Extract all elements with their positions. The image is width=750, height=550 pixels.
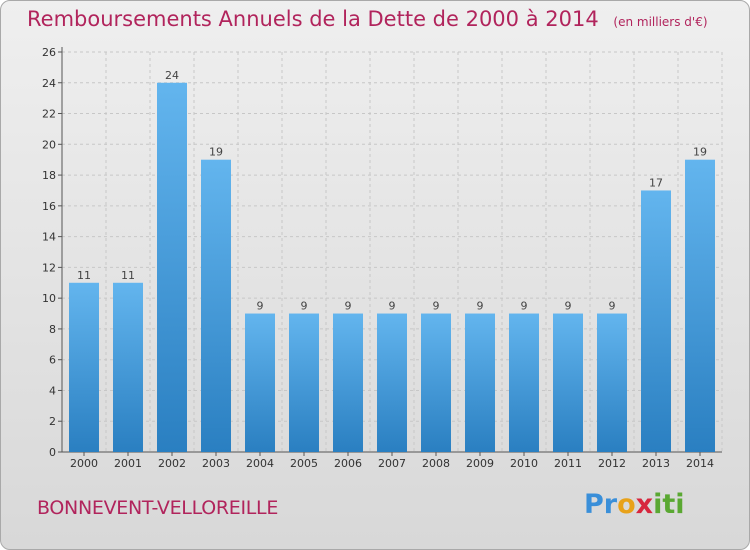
bar [465,313,495,452]
x-tick-label: 2003 [202,457,230,470]
proxiti-logo: Proxiti [584,489,685,520]
bar-value-label: 9 [521,300,528,313]
x-tick-label: 2009 [466,457,494,470]
bar [245,313,275,452]
bar-value-label: 17 [649,176,663,189]
y-tick-label: 14 [42,231,56,244]
y-tick-label: 16 [42,200,56,213]
x-tick-label: 2010 [510,457,538,470]
bar-value-label: 19 [693,146,707,159]
y-tick-label: 0 [49,446,56,459]
x-tick-label: 2008 [422,457,450,470]
x-tick-label: 2013 [642,457,670,470]
bar-value-label: 11 [121,269,135,282]
bar [421,313,451,452]
y-tick-label: 22 [42,108,56,121]
y-tick-label: 20 [42,138,56,151]
bar [553,313,583,452]
bar [289,313,319,452]
y-tick-label: 18 [42,169,56,182]
x-tick-label: 2014 [686,457,714,470]
bar [685,159,715,452]
bar [201,159,231,452]
y-tick-label: 6 [49,354,56,367]
bar-value-label: 11 [77,269,91,282]
bar [641,190,671,452]
bar [597,313,627,452]
x-tick-label: 2001 [114,457,142,470]
x-tick-label: 2002 [158,457,186,470]
x-tick-label: 2007 [378,457,406,470]
y-tick-label: 26 [42,46,56,59]
bar-value-label: 9 [433,300,440,313]
x-tick-label: 2004 [246,457,274,470]
x-tick-label: 2011 [554,457,582,470]
bar [157,82,187,453]
bar-value-label: 19 [209,146,223,159]
bar [69,282,99,452]
bar [113,282,143,452]
x-tick-label: 2000 [70,457,98,470]
bars: 11 11 24 19 9 9 9 9 9 9 9 9 9 17 19 [69,69,715,453]
bar-value-label: 9 [301,300,308,313]
bar-value-label: 9 [345,300,352,313]
chart-title: Remboursements Annuels de la Dette de 20… [27,7,708,31]
bar-value-label: 9 [565,300,572,313]
y-tick-label: 8 [49,323,56,336]
bar-value-label: 9 [609,300,616,313]
x-tick-label: 2005 [290,457,318,470]
x-tick-label: 2006 [334,457,362,470]
city-name: BONNEVENT-VELLOREILLE [37,497,279,519]
bar-value-label: 9 [257,300,264,313]
bar-value-label: 9 [477,300,484,313]
bar [377,313,407,452]
bar [333,313,363,452]
x-tick-label: 2012 [598,457,626,470]
bar-value-label: 9 [389,300,396,313]
bar [509,313,539,452]
bar-value-label: 24 [165,69,179,82]
chart-title-text: Remboursements Annuels de la Dette de 20… [27,7,599,31]
y-tick-label: 24 [42,77,56,90]
y-tick-label: 2 [49,415,56,428]
y-tick-label: 4 [49,384,56,397]
chart-subtitle: (en milliers d'€) [613,15,708,29]
y-tick-label: 10 [42,292,56,305]
y-tick-label: 12 [42,261,56,274]
